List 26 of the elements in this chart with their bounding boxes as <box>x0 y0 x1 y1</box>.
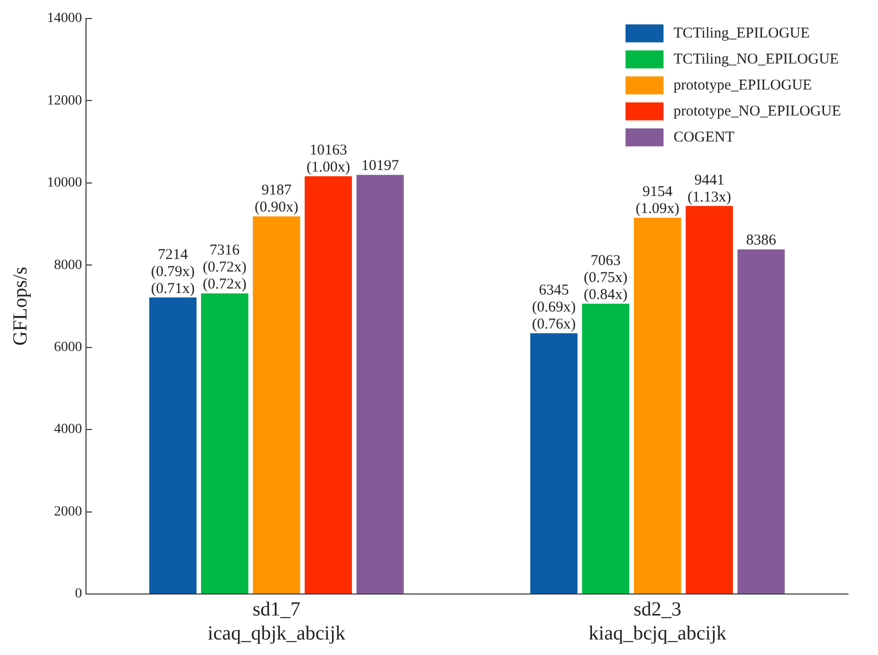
data-label: 7063 (0.75x) (0.84x) <box>584 253 628 304</box>
data-label: 8386 <box>746 232 777 249</box>
x-tick-label: sd2_3 kiaq_bcjq_abcijk <box>588 598 726 644</box>
legend-label: prototype_EPILOGUE <box>674 77 812 94</box>
y-tick-label: 2000 <box>54 504 82 520</box>
data-label: 9154 (1.09x) <box>636 184 680 218</box>
data-label: 9187 (0.90x) <box>254 182 298 216</box>
y-tick-label: 14000 <box>47 11 82 26</box>
legend-label: COGENT <box>674 129 734 146</box>
y-tick-label: 0 <box>75 586 82 602</box>
y-tick-label: 12000 <box>47 93 82 108</box>
data-label: 9441 (1.13x) <box>687 172 732 206</box>
y-tick-label: 4000 <box>54 422 82 438</box>
y-axis-title: GFLops/s <box>9 266 32 346</box>
x-tick-label: sd1_7 icaq_qbjk_abcijk <box>208 598 346 644</box>
data-label: 7316 (0.72x) (0.72x) <box>202 242 247 293</box>
data-label: 10163 (1.00x) <box>306 142 350 176</box>
data-label: 6345 (0.69x) (0.76x) <box>532 282 576 333</box>
legend-label: prototype_NO_EPILOGUE <box>674 103 842 120</box>
y-tick-label: 10000 <box>47 176 82 191</box>
legend-label: TCTiling_EPILOGUE <box>674 25 810 42</box>
y-tick-label: 8000 <box>54 258 82 273</box>
y-tick-label: 6000 <box>54 340 82 355</box>
legend-label: TCTiling_NO_EPILOGUE <box>674 51 839 68</box>
data-label: 10197 <box>361 158 400 174</box>
data-label: 7214 (0.79x) (0.71x) <box>150 246 195 297</box>
